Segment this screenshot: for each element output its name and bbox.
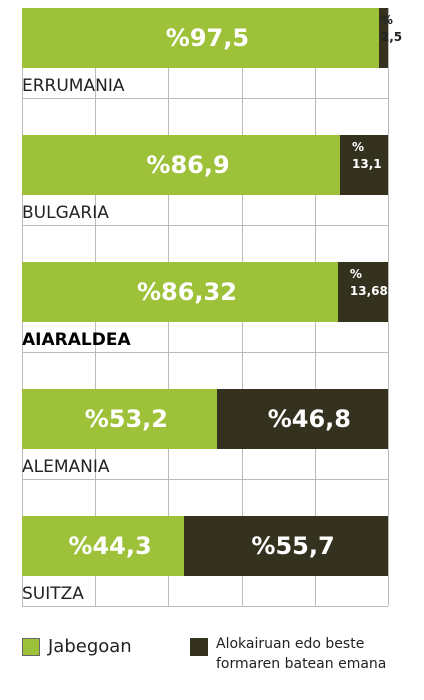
category-label: ERRUMANIA bbox=[22, 76, 125, 96]
bar bbox=[378, 8, 388, 68]
value-label: % 13,68 bbox=[349, 267, 388, 298]
legend-swatch bbox=[22, 638, 40, 656]
row-line bbox=[22, 98, 388, 99]
category-label: BULGARIA bbox=[22, 203, 109, 223]
bar bbox=[340, 135, 388, 195]
bar bbox=[22, 135, 341, 195]
bar bbox=[22, 516, 185, 576]
value-label: %46,8 bbox=[267, 405, 351, 433]
value-label: % 2,5 bbox=[380, 13, 403, 44]
row-line bbox=[22, 479, 388, 480]
value-label: % 13,1 bbox=[352, 140, 382, 171]
grid-line bbox=[388, 8, 389, 606]
value-label: %44,3 bbox=[68, 532, 152, 560]
value-label: %86,9 bbox=[146, 151, 230, 179]
category-label: SUITZA bbox=[22, 584, 84, 604]
bar bbox=[184, 516, 388, 576]
category-label: ALEMANIA bbox=[22, 457, 110, 477]
value-label: %53,2 bbox=[84, 405, 168, 433]
row-line bbox=[22, 352, 388, 353]
legend-label: Alokairuan edo beste formaren batean ema… bbox=[216, 636, 387, 672]
category-label: AIARALDEA bbox=[22, 330, 131, 350]
value-label: %55,7 bbox=[251, 532, 335, 560]
row-line bbox=[22, 606, 388, 607]
bar bbox=[216, 389, 388, 449]
bar bbox=[337, 262, 388, 322]
row-line bbox=[22, 225, 388, 226]
bar bbox=[22, 8, 379, 68]
bar bbox=[22, 262, 338, 322]
bar bbox=[22, 389, 217, 449]
value-label: %86,32 bbox=[136, 278, 237, 306]
value-label: %97,5 bbox=[165, 24, 250, 52]
legend-swatch bbox=[190, 638, 208, 656]
legend-label: Jabegoan bbox=[48, 636, 132, 657]
